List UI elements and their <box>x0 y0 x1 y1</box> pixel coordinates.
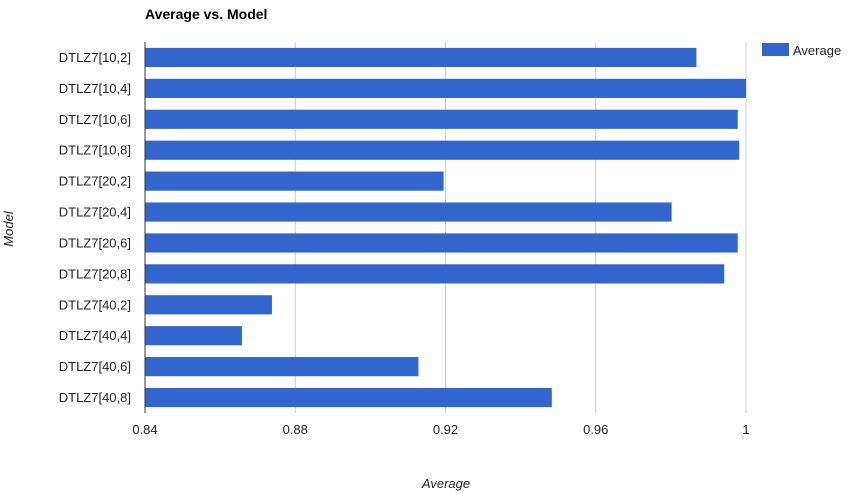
x-tick-label: 0.84 <box>132 422 157 437</box>
gridlines <box>294 42 747 413</box>
bar[interactable] <box>145 295 272 315</box>
x-tick-labels: 0.84 0.88 0.92 0.96 1 <box>132 422 749 437</box>
bar[interactable] <box>145 47 697 68</box>
bar[interactable] <box>145 233 738 253</box>
x-tick-label: 0.88 <box>283 422 308 437</box>
legend-label: Average <box>793 43 841 58</box>
y-axis-label: Model <box>1 210 16 247</box>
bars <box>145 47 746 408</box>
y-tick-label: DTLZ7[20,2] <box>59 174 131 189</box>
y-tick-label: DTLZ7[20,4] <box>59 205 131 220</box>
y-tick-label: DTLZ7[40,6] <box>59 359 131 374</box>
y-tick-label: DTLZ7[40,8] <box>59 390 131 405</box>
bar[interactable] <box>145 78 746 98</box>
bar[interactable] <box>145 357 419 377</box>
y-tick-label: DTLZ7[40,2] <box>59 297 131 312</box>
legend-swatch <box>762 43 789 56</box>
legend: Average <box>762 43 841 58</box>
y-tick-label: DTLZ7[10,6] <box>59 112 131 127</box>
bar[interactable] <box>145 264 725 284</box>
y-tick-label: DTLZ7[40,4] <box>59 328 131 343</box>
bar[interactable] <box>145 387 552 408</box>
x-tick-label: 0.96 <box>583 422 608 437</box>
y-tick-label: DTLZ7[10,8] <box>59 143 131 158</box>
bar[interactable] <box>145 202 672 222</box>
bar[interactable] <box>145 109 738 129</box>
y-tick-label: DTLZ7[20,6] <box>59 235 131 250</box>
x-axis-label: Average <box>421 476 470 491</box>
bar[interactable] <box>145 171 444 191</box>
y-tick-label: DTLZ7[20,8] <box>59 266 131 281</box>
y-tick-labels: DTLZ7[10,2] DTLZ7[10,4] DTLZ7[10,6] DTLZ7[1… <box>59 50 131 405</box>
y-tick-label: DTLZ7[10,4] <box>59 81 131 96</box>
x-tick-label: 1 <box>742 422 749 437</box>
y-tick-label: DTLZ7[10,2] <box>59 50 131 65</box>
x-tick-label: 0.92 <box>433 422 458 437</box>
bar[interactable] <box>145 140 740 160</box>
chart-title: Average vs. Model <box>145 6 267 22</box>
bar[interactable] <box>145 326 242 346</box>
